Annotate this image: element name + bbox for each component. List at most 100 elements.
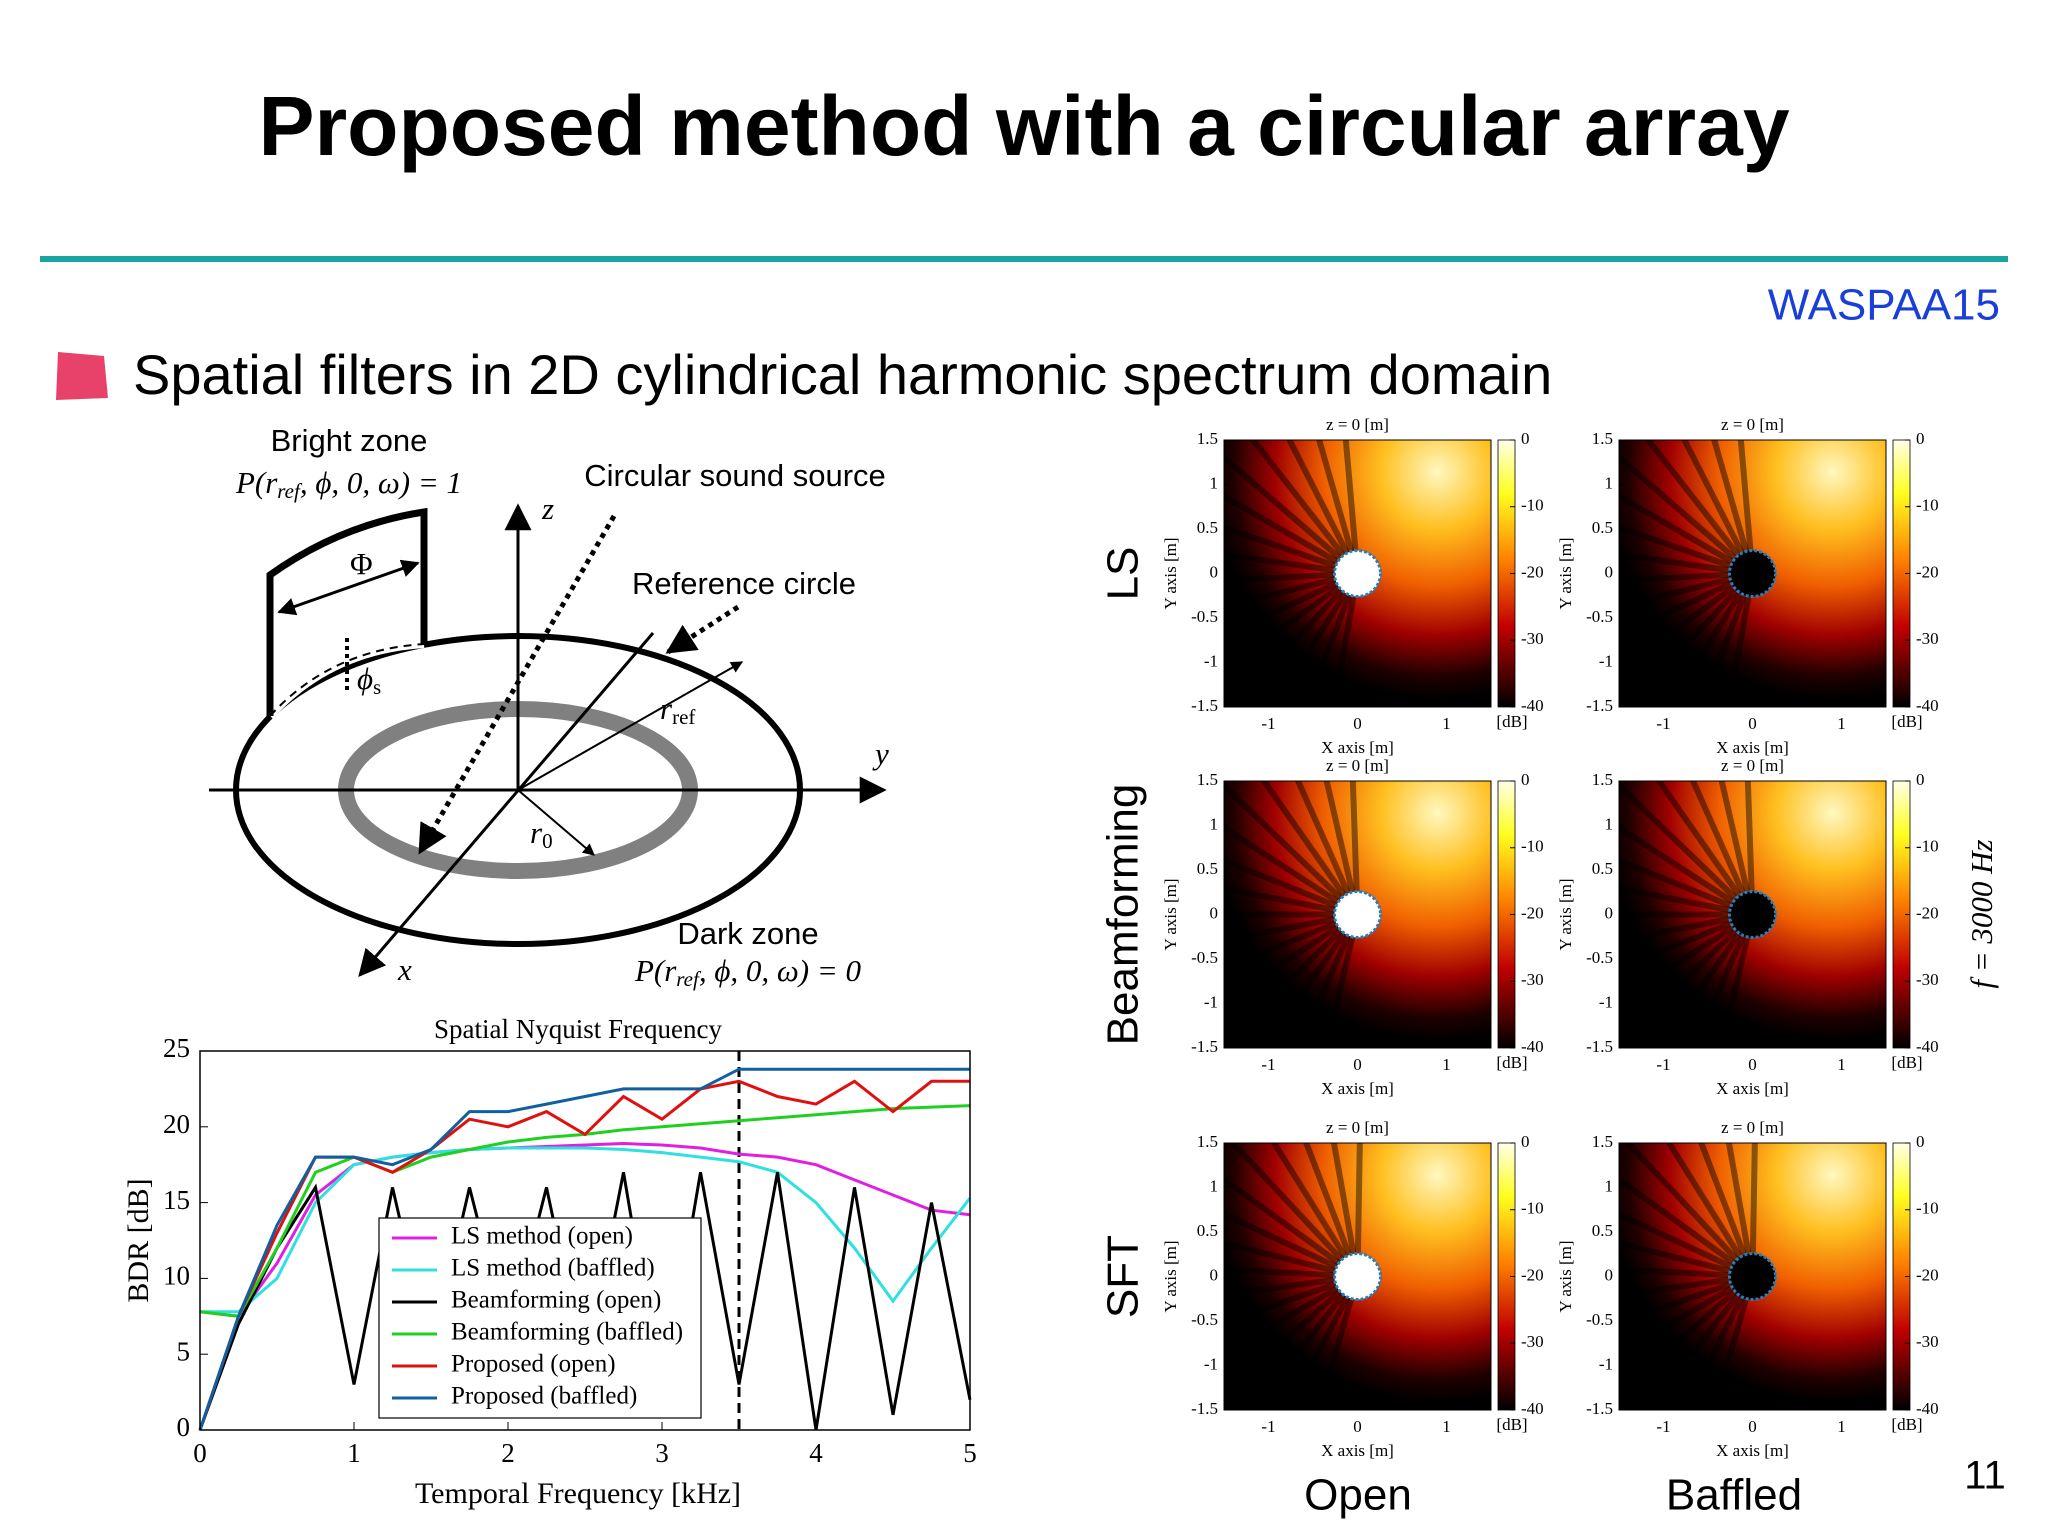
dark-zone-label: Dark zone	[677, 916, 818, 951]
dark-ray	[1619, 1210, 1754, 1280]
dark-ray	[1619, 453, 1755, 576]
x-tick-label: -1	[1261, 714, 1275, 733]
y-tick-label: 1.5	[1197, 1132, 1218, 1151]
x-tick-label: 0	[1748, 1417, 1757, 1436]
x-tick-label: 2	[501, 1438, 515, 1468]
dark-ray	[1224, 911, 1359, 944]
dark-ray	[1224, 824, 1360, 918]
heatmap-panel: z = 0 [m]-1 0 11.510.50-0.5-1-1.5X axis [m…	[1161, 1118, 1544, 1460]
dark-ray	[1249, 1274, 1360, 1410]
r-ref-label: rref	[660, 691, 695, 729]
colorbar-tick-label: -20	[1916, 1265, 1939, 1284]
heatmap-panel: z = 0 [m]-1 0 11.510.50-0.5-1-1.5X axis [m…	[1556, 756, 1939, 1098]
series-line	[199, 1141, 971, 1318]
dark-ray	[1655, 781, 1755, 917]
y-axis-label: Y axis [m]	[1161, 878, 1180, 950]
legend-label: LS method (open)	[451, 1223, 633, 1250]
dark-ray	[1711, 1275, 1756, 1410]
dark-ray	[1619, 571, 1755, 675]
dark-ray	[1665, 571, 1756, 707]
column-label: Baffled	[1666, 1471, 1802, 1520]
colorbar-tick-label: -30	[1521, 1332, 1544, 1351]
y-tick-label: -1	[1204, 1354, 1218, 1373]
array-disc	[1333, 890, 1382, 939]
colorbar-tick-label: -10	[1916, 837, 1939, 856]
dark-ray	[1619, 1266, 1753, 1280]
dark-ray	[1619, 570, 1754, 610]
colorbar-tick-label: 0	[1521, 770, 1530, 789]
frequency-label: f = 3000 Hz	[1964, 839, 1999, 988]
dark-ray	[1744, 781, 1756, 915]
dark-ray	[1286, 1275, 1361, 1410]
y-tick-label: -0.5	[1586, 607, 1613, 626]
dark-ray	[1655, 912, 1755, 1048]
colorbar-tick-label: 0	[1521, 429, 1530, 448]
eq-sub: ref	[277, 479, 303, 503]
x-tick-label: 1	[1837, 1055, 1846, 1074]
y-tick-label: 0	[1210, 1265, 1219, 1284]
row-label: LS	[1099, 547, 1148, 601]
y-axis-label: BDR [dB]	[122, 1178, 155, 1302]
dark-ray	[1224, 571, 1360, 675]
dark-ray	[1260, 781, 1360, 917]
array-disc	[1333, 549, 1382, 598]
x-tick-label: 4	[809, 1438, 823, 1468]
heatmap-panel: z = 0 [m]-1 0 11.510.50-0.5-1-1.5X axis [m…	[1556, 415, 1939, 757]
heatmap-panel: z = 0 [m]-1 0 11.510.50-0.5-1-1.5X axis [m…	[1161, 415, 1544, 757]
y-tick-label: 1	[1210, 814, 1219, 833]
plot-frame	[199, 1050, 971, 1431]
dark-ray	[1294, 781, 1361, 916]
y-tick-label: 0.5	[1592, 518, 1613, 537]
dark-ray	[1224, 885, 1359, 918]
dark-ray	[1725, 1143, 1756, 1278]
dark-ray	[1224, 1273, 1359, 1326]
sym: ϕ	[357, 661, 373, 696]
dark-ray	[1224, 857, 1359, 918]
dark-ray	[1619, 1240, 1754, 1280]
y-tick-label: 1	[1605, 814, 1614, 833]
chart-title: Spatial Nyquist Frequency	[434, 1014, 722, 1044]
colorbar-unit: [dB]	[1496, 712, 1527, 731]
dark-ray	[1323, 913, 1361, 1048]
phi-cap-label: Φ	[350, 546, 373, 581]
legend-box	[378, 1217, 702, 1419]
panel-title: z = 0 [m]	[1721, 415, 1784, 434]
dark-zone-eq: P(rref, ϕ, 0, ω) = 0	[634, 953, 862, 991]
x-tick-label: 0	[1353, 1417, 1362, 1436]
dark-ray	[1681, 440, 1756, 575]
r-ref-arrow	[517, 661, 744, 791]
y-tick-label: 0	[177, 1412, 191, 1442]
y-tick-label: 0.5	[1197, 1221, 1218, 1240]
eq-part: , ϕ, 0, ω) = 1	[300, 465, 462, 500]
venue-tag: WASPAA15	[1768, 281, 2000, 330]
z-label: z	[541, 491, 554, 526]
y-tick-label: 0.5	[1592, 859, 1613, 878]
y-tick-label: -1.5	[1191, 1037, 1218, 1056]
series-line	[198, 1067, 970, 1431]
colorbar-tick-label: -10	[1916, 1199, 1939, 1218]
x-tick-label: 5	[963, 1438, 977, 1468]
dark-ray	[1224, 524, 1359, 577]
dark-ray	[1619, 1273, 1754, 1326]
row-label: Beamforming	[1099, 784, 1148, 1046]
dark-ray	[1689, 781, 1756, 916]
dark-ray	[1303, 572, 1361, 707]
colorbar-tick-label: 0	[1521, 1132, 1530, 1151]
dark-ray	[1286, 440, 1361, 575]
heatmap-image	[1619, 781, 1886, 1048]
dark-ray	[1354, 1143, 1363, 1277]
dark-ray	[1619, 570, 1754, 640]
y-tick-label: 1	[1605, 1176, 1614, 1195]
dark-ray	[1316, 1275, 1361, 1410]
y-tick-label: 0	[1605, 903, 1614, 922]
dark-ray	[1224, 1210, 1359, 1280]
heatmap-panel: z = 0 [m]-1 0 11.510.50-0.5-1-1.5X axis [m…	[1161, 756, 1544, 1098]
dark-ray	[1619, 492, 1754, 577]
dark-ray	[1619, 911, 1755, 1005]
dark-ray	[1619, 1175, 1755, 1279]
y-tick-label: 1	[1210, 1176, 1219, 1195]
x-axis-label: X axis [m]	[1716, 1079, 1789, 1098]
reference-pointer	[665, 604, 740, 655]
y-tick-label: 0.5	[1197, 859, 1218, 878]
dark-ray	[1316, 440, 1361, 575]
